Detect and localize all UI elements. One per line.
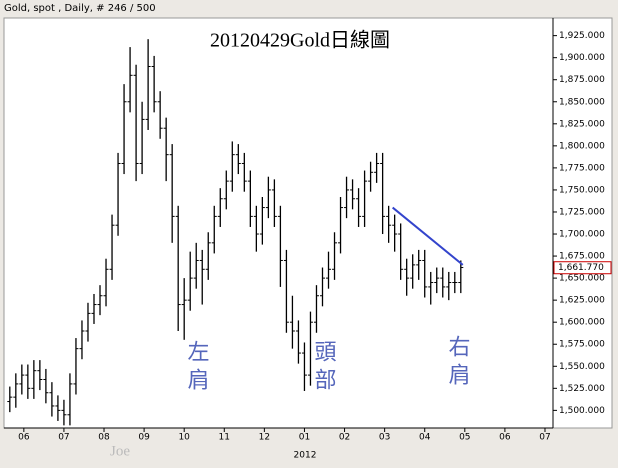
y-tick-label: 1,625.000 — [559, 296, 605, 306]
x-tick-label: 08 — [98, 433, 110, 443]
x-tick-label: 04 — [419, 433, 431, 443]
x-tick-label: 07 — [58, 433, 69, 443]
x-tick-label: 02 — [339, 433, 350, 443]
x-tick-label: 09 — [138, 433, 150, 443]
y-tick-label: 1,500.000 — [559, 406, 605, 416]
chart-title: 20120429Gold日線圖 — [210, 29, 390, 52]
x-tick-label: 12 — [259, 433, 270, 443]
x-tick-label: 03 — [379, 433, 390, 443]
y-tick-label: 1,825.000 — [559, 119, 605, 129]
y-tick-label: 1,650.000 — [559, 274, 605, 284]
x-tick-label: 07 — [539, 433, 550, 443]
x-tick-label: 05 — [459, 433, 470, 443]
annotation: 右肩 — [445, 335, 471, 391]
last-price-box — [553, 261, 612, 275]
y-tick-label: 1,700.000 — [559, 230, 605, 240]
last-price-label: 1,661.770 — [558, 263, 604, 273]
y-tick-label: 1,750.000 — [559, 185, 605, 195]
year-label: 2012 — [294, 451, 317, 461]
plot-frame — [3, 17, 613, 429]
x-tick-label: 11 — [219, 433, 230, 443]
y-tick-label: 1,725.000 — [559, 207, 605, 217]
y-tick-label: 1,525.000 — [559, 384, 605, 394]
y-tick-label: 1,900.000 — [559, 53, 605, 63]
trend-line — [392, 206, 464, 266]
header: Gold, spot , Daily, # 246 / 500 — [4, 3, 156, 14]
annotation: 頭部 — [311, 340, 337, 396]
y-tick-label: 1,675.000 — [559, 252, 605, 262]
annotation: 左肩 — [184, 340, 210, 396]
y-tick-label: 1,775.000 — [559, 163, 605, 173]
x-tick-label: 01 — [299, 433, 310, 443]
y-tick-label: 1,875.000 — [559, 75, 605, 85]
y-tick-label: 1,925.000 — [559, 31, 605, 41]
y-tick-label: 1,600.000 — [559, 318, 605, 328]
x-tick-label: 06 — [18, 433, 30, 443]
x-tick-label: 06 — [499, 433, 511, 443]
x-tick-label: 10 — [178, 433, 190, 443]
y-tick-label: 1,850.000 — [559, 97, 605, 107]
y-tick-label: 1,575.000 — [559, 340, 605, 350]
y-tick-label: 1,800.000 — [559, 141, 605, 151]
watermark: Joe — [110, 443, 130, 459]
y-tick-label: 1,550.000 — [559, 362, 605, 372]
